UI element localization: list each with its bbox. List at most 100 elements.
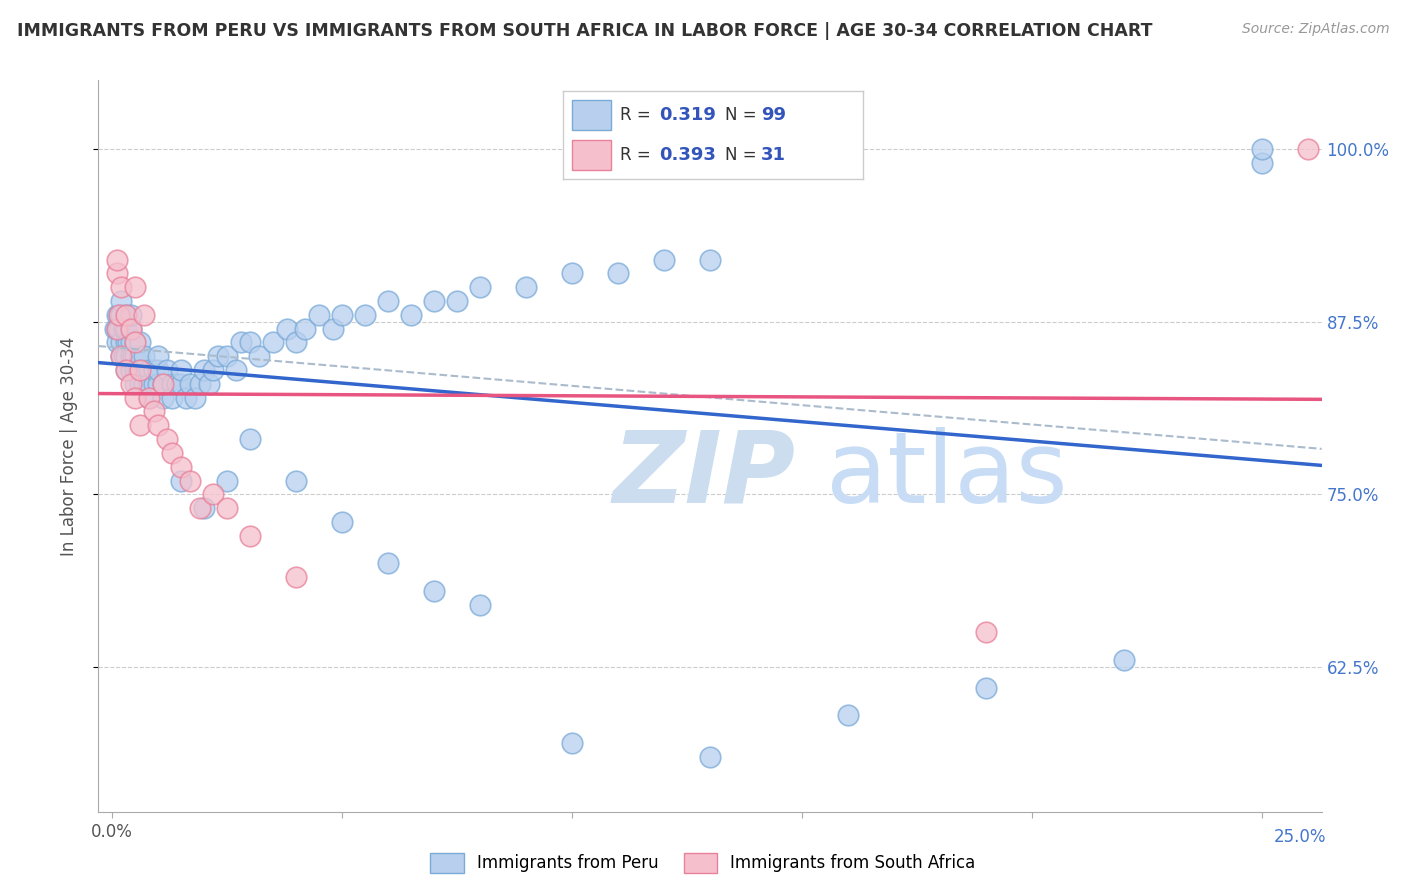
Point <box>152 376 174 391</box>
Point <box>174 391 197 405</box>
Point <box>160 446 183 460</box>
Point <box>974 625 997 640</box>
Point <box>134 349 156 363</box>
Point <box>330 308 353 322</box>
Point <box>148 349 170 363</box>
Point <box>124 335 146 350</box>
Point <box>837 708 859 723</box>
Point <box>120 321 142 335</box>
Point <box>468 280 491 294</box>
Point <box>105 308 128 322</box>
Point <box>120 321 142 335</box>
Point <box>152 391 174 405</box>
Point <box>1296 142 1319 156</box>
Point <box>105 252 128 267</box>
Point <box>285 335 308 350</box>
Point <box>160 391 183 405</box>
Point <box>148 376 170 391</box>
Point <box>108 308 131 322</box>
Point <box>124 363 146 377</box>
Point <box>148 418 170 433</box>
Point <box>115 321 138 335</box>
Point <box>207 349 229 363</box>
Point <box>239 529 262 543</box>
Point <box>120 308 142 322</box>
Point <box>285 474 308 488</box>
Point <box>124 376 146 391</box>
Point <box>152 376 174 391</box>
Text: atlas: atlas <box>827 426 1069 524</box>
Point <box>188 501 211 516</box>
Point <box>110 308 132 322</box>
Point <box>110 349 132 363</box>
Point <box>166 376 188 391</box>
Point <box>120 335 142 350</box>
Point <box>468 598 491 612</box>
Point <box>115 308 138 322</box>
Point <box>112 321 135 335</box>
Point <box>148 363 170 377</box>
Point <box>156 432 179 446</box>
Point <box>128 363 150 377</box>
Point <box>1112 653 1135 667</box>
Point <box>193 363 215 377</box>
Point <box>110 294 132 309</box>
Point <box>607 267 630 281</box>
Point <box>105 267 128 281</box>
Point <box>138 363 160 377</box>
Point <box>124 391 146 405</box>
Point <box>217 501 239 516</box>
Point <box>120 376 142 391</box>
Point <box>128 376 150 391</box>
Point <box>699 749 721 764</box>
Point <box>217 349 239 363</box>
Point <box>156 363 179 377</box>
Point <box>170 474 193 488</box>
Point <box>115 363 138 377</box>
Point <box>124 349 146 363</box>
Point <box>122 349 145 363</box>
Point <box>142 376 165 391</box>
Point <box>446 294 468 309</box>
Point <box>285 570 308 584</box>
Y-axis label: In Labor Force | Age 30-34: In Labor Force | Age 30-34 <box>59 336 77 556</box>
Point <box>128 349 150 363</box>
Point <box>128 335 150 350</box>
Point <box>377 294 399 309</box>
Point <box>115 308 138 322</box>
Point <box>561 267 583 281</box>
Point <box>217 474 239 488</box>
Point <box>399 308 422 322</box>
Point <box>105 335 128 350</box>
Point <box>229 335 252 350</box>
Point <box>699 252 721 267</box>
Point <box>276 321 298 335</box>
Point <box>105 321 128 335</box>
Point <box>108 308 131 322</box>
Point <box>105 321 128 335</box>
Point <box>184 391 207 405</box>
Point <box>142 404 165 418</box>
Point <box>117 335 139 350</box>
Point <box>170 363 193 377</box>
Point <box>1250 142 1272 156</box>
Point <box>110 280 132 294</box>
Point <box>115 363 138 377</box>
Point <box>138 391 160 405</box>
Point <box>1250 156 1272 170</box>
Text: IMMIGRANTS FROM PERU VS IMMIGRANTS FROM SOUTH AFRICA IN LABOR FORCE | AGE 30-34 : IMMIGRANTS FROM PERU VS IMMIGRANTS FROM … <box>17 22 1153 40</box>
Point <box>179 376 201 391</box>
Point <box>120 363 142 377</box>
Point <box>124 280 146 294</box>
Point <box>134 376 156 391</box>
Point <box>515 280 537 294</box>
Point <box>202 487 225 501</box>
Point <box>128 418 150 433</box>
Point <box>103 321 125 335</box>
Point <box>974 681 997 695</box>
Point <box>160 376 183 391</box>
Point <box>134 308 156 322</box>
Point <box>115 335 138 350</box>
Point <box>377 557 399 571</box>
Point <box>202 363 225 377</box>
